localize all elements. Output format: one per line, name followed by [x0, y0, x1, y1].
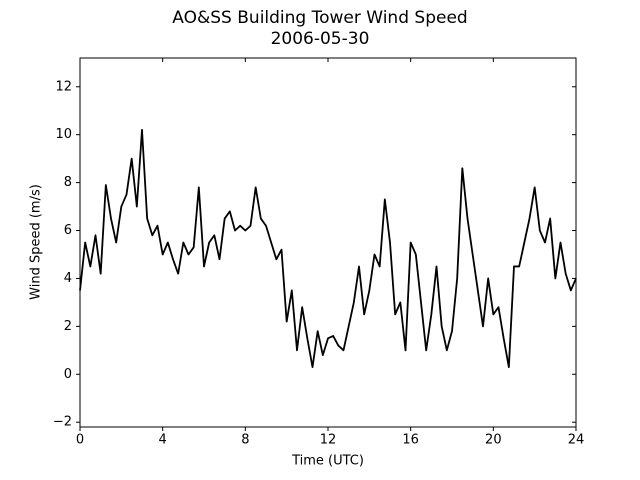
x-axis-label: Time (UTC): [291, 454, 364, 469]
y-tick-label: 4: [64, 271, 72, 286]
x-tick-label: 16: [402, 433, 419, 448]
data-line: [79, 128, 577, 368]
y-tick-label: −2: [53, 415, 72, 430]
x-tick-label: 12: [320, 433, 337, 448]
x-tick-label: 0: [76, 433, 84, 448]
x-tick-label: 4: [159, 433, 167, 448]
y-tick-label: 0: [64, 367, 72, 382]
x-tick-label: 20: [485, 433, 502, 448]
chart-title: AO&SS Building Tower Wind Speed: [172, 8, 467, 28]
x-tick-label: 24: [568, 433, 585, 448]
y-tick-label: 2: [64, 319, 72, 334]
chart-subtitle: 2006-05-30: [271, 29, 370, 49]
x-tick-label: 8: [241, 433, 249, 448]
y-axis-label: Wind Speed (m/s): [29, 184, 44, 300]
plot-frame: [79, 57, 577, 428]
y-tick-label: 10: [55, 127, 72, 142]
y-tick-label: 6: [64, 223, 72, 238]
y-tick-label: 8: [64, 175, 72, 190]
y-tick-label: 12: [55, 79, 72, 94]
